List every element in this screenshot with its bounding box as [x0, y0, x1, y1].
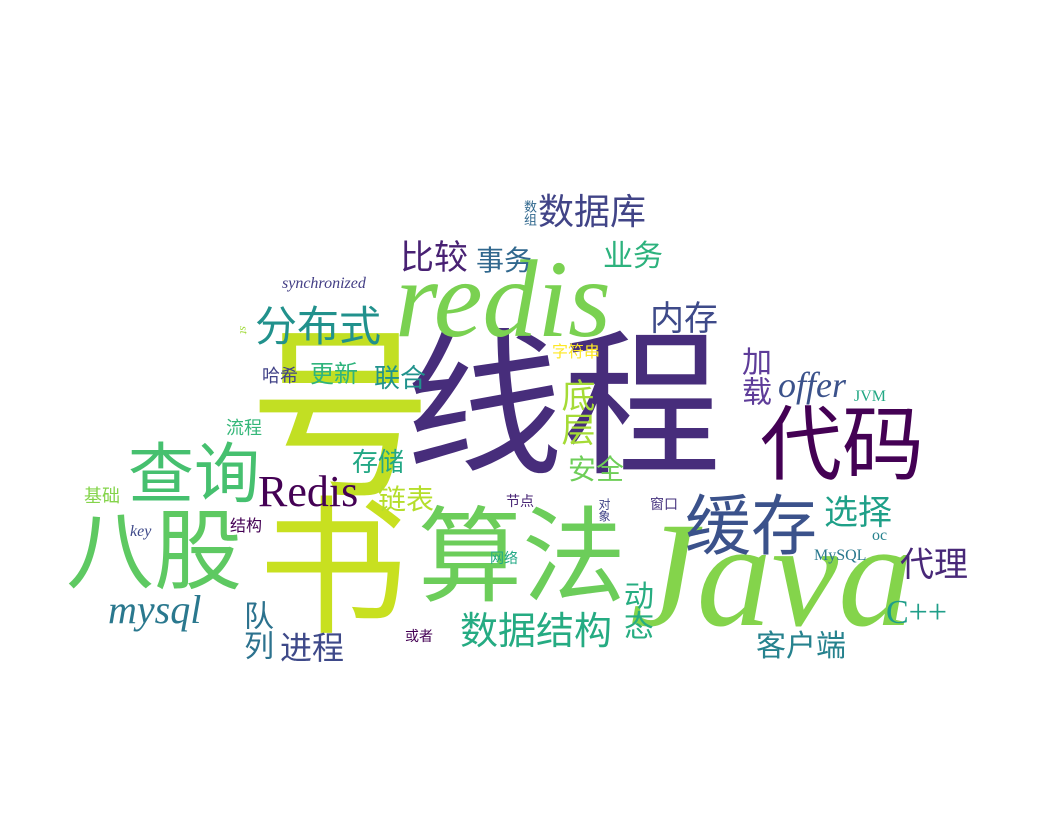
word-redis-cap: Redis [258, 467, 359, 516]
word-duilie: 队列 [238, 600, 273, 660]
word-diceng: 底层 [555, 378, 595, 446]
word-haxi: 哈希 [262, 366, 298, 387]
word-jiazai: 加载 [736, 346, 771, 406]
word-bagu: 八股 [66, 500, 243, 603]
word-jiegou: 结构 [230, 516, 263, 535]
word-offer: offer [778, 365, 846, 405]
word-lianhe: 联合 [374, 364, 427, 394]
word-anquan: 安全 [568, 453, 625, 486]
word-xuanze: 选择 [824, 493, 892, 533]
word-st: st [237, 326, 251, 335]
word-oc: oc [872, 527, 888, 544]
word-jiedian: 节点 [506, 494, 534, 510]
word-shiwu: 事务 [476, 244, 533, 277]
word-huozhe: 或者 [405, 629, 433, 645]
word-cunchu: 存储 [352, 448, 405, 478]
word-cpp: C++ [886, 594, 948, 631]
word-daima: 代码 [760, 398, 925, 493]
word-lianbiao: 链表 [378, 483, 435, 516]
word-fenbushi: 分布式 [255, 302, 382, 351]
word-hao: 号 [248, 309, 433, 525]
word-jincheng: 进程 [280, 629, 345, 667]
word-huancun: 缓存 [685, 488, 817, 565]
word-java: Java [630, 492, 914, 658]
word-chaxun: 查询 [128, 436, 260, 513]
word-liucheng: 流程 [226, 418, 262, 439]
word-yewu: 业务 [603, 239, 663, 274]
word-shujuku: 数据库 [538, 192, 647, 233]
word-shu: 书 [258, 483, 409, 657]
word-mysql: mysql [108, 587, 202, 632]
word-suanfa: 算法 [418, 496, 627, 618]
word-bijiao: 比较 [400, 238, 468, 278]
word-xiancheng: 线程 [405, 315, 721, 499]
word-shuzu: 数组 [521, 200, 536, 226]
word-zifuchuan: 字符串 [552, 342, 601, 361]
word-synchronized: synchronized [282, 275, 366, 292]
word-shujujiegou: 数据结构 [460, 609, 613, 653]
word-mysql-cap: MySQL [814, 547, 867, 564]
word-redis: redis [395, 238, 611, 360]
word-neicun: 内存 [650, 299, 718, 339]
word-gengxin: 更新 [310, 360, 358, 388]
word-chuangkou: 窗口 [650, 497, 678, 513]
word-wangluo: 网络 [490, 551, 518, 567]
word-jichu: 基础 [84, 486, 120, 507]
word-daili: 代理 [900, 545, 968, 585]
word-key: key [130, 523, 152, 540]
word-dongtai: 动态 [618, 580, 653, 640]
word-duixiang: 对象 [597, 498, 611, 522]
word-kehuduan: 客户端 [756, 629, 846, 664]
word-jvm: JVM [854, 388, 887, 405]
